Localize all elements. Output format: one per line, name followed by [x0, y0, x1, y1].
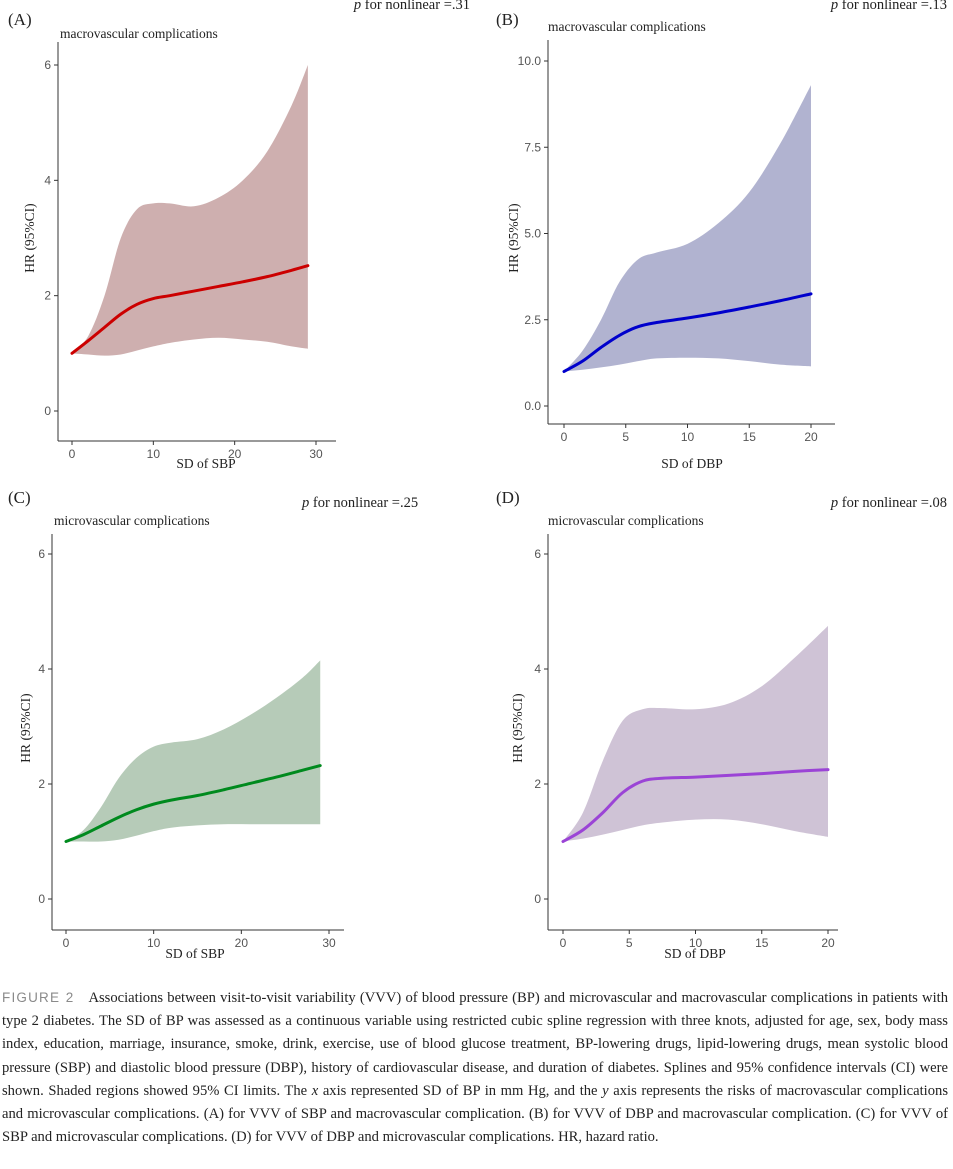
x-axis-title: SD of SBP	[165, 946, 224, 961]
p-value-text: for nonlinear =.13	[841, 0, 947, 13]
confidence-band	[72, 65, 308, 356]
panel-letter: (B)	[496, 10, 519, 29]
y-tick-label: 4	[38, 662, 45, 676]
p-value-text: for nonlinear =.25	[312, 495, 419, 511]
y-axis-title: HR (95%CI)	[22, 203, 37, 272]
hr-line	[561, 768, 830, 843]
x-axis-title: SD of DBP	[664, 946, 726, 961]
confidence-band	[563, 625, 828, 842]
x-tick-label: 0	[69, 447, 76, 461]
y-tick-label: 0.0	[524, 399, 541, 413]
x-tick-label: 15	[743, 430, 757, 444]
nonlinear-p-value: p for nonlinear =.08	[831, 495, 947, 512]
figure-caption: FIGURE 2 Associations between visit-to-vi…	[2, 986, 948, 1149]
caption-text-3: axis represents the risks of macrovascul…	[2, 1082, 948, 1146]
nonlinear-p-value: p for nonlinear =.25	[302, 495, 418, 512]
p-symbol: p	[830, 495, 839, 511]
x-axis-title: SD of DBP	[661, 456, 723, 471]
y-tick-label: 6	[44, 58, 51, 72]
x-tick-label: 30	[309, 447, 323, 461]
chart-subtitle: microvascular complications	[548, 513, 704, 528]
y-tick-label: 2	[44, 289, 51, 303]
x-tick-label: 0	[561, 430, 568, 444]
hr-line	[562, 292, 813, 373]
x-tick-label: 5	[626, 936, 633, 950]
panel-d: (D) microvascular complications p for no…	[476, 486, 953, 964]
x-tick-label: 20	[235, 936, 249, 950]
caption-text-2: axis represented SD of BP in mm Hg, and …	[322, 1082, 598, 1099]
x-axis-title: SD of SBP	[176, 456, 235, 471]
hr-line	[70, 264, 310, 355]
confidence-band	[66, 660, 321, 842]
panel-c: (C) microvascular complications p for no…	[0, 486, 476, 964]
chart-subtitle: microvascular complications	[54, 513, 210, 528]
x-tick-label: 0	[560, 936, 567, 950]
chart-subtitle: macrovascular complications	[60, 26, 218, 41]
y-tick-label: 2	[38, 777, 45, 791]
x-tick-label: 30	[322, 936, 336, 950]
panel-letter: (D)	[496, 488, 520, 507]
x-tick-label: 20	[821, 936, 835, 950]
y-axis-title: HR (95%CI)	[18, 693, 33, 762]
x-tick-label: 10	[147, 936, 161, 950]
y-tick-label: 2.5	[524, 313, 541, 327]
y-tick-label: 6	[534, 547, 541, 561]
x-tick-label: 10	[681, 430, 695, 444]
x-tick-label: 15	[755, 936, 769, 950]
caption-text-1: Associations between visit-to-visit vari…	[2, 990, 948, 1099]
y-tick-label: 6	[38, 547, 45, 561]
y-axis-title: HR (95%CI)	[506, 203, 521, 272]
y-tick-label: 7.5	[524, 140, 541, 154]
p-value-text: for nonlinear =.31	[364, 0, 470, 13]
x-tick-label: 20	[228, 447, 242, 461]
y-tick-label: 2	[534, 777, 541, 791]
x-tick-label: 10	[689, 936, 703, 950]
p-value-text: for nonlinear =.08	[841, 495, 947, 511]
y-tick-label: 10.0	[518, 54, 542, 68]
p-symbol: p	[830, 0, 839, 13]
nonlinear-p-value: p for nonlinear =.13	[831, 0, 947, 14]
y-tick-label: 4	[534, 662, 541, 676]
x-tick-label: 20	[804, 430, 818, 444]
chart-svg: 0 2 4 6 0 5 10 15 20 SD of DBP HR (95%CI)	[510, 534, 838, 961]
chart-subtitle: macrovascular complications	[548, 19, 706, 34]
p-symbol: p	[302, 495, 310, 511]
x-tick-label: 0	[63, 936, 70, 950]
y-tick-label: 4	[44, 173, 51, 187]
hr-line	[64, 764, 322, 843]
confidence-band	[564, 85, 811, 372]
p-symbol: p	[353, 0, 362, 13]
chart-svg: 0 2 4 6 0 10 20 30 SD of SBP HR (95%CI)	[18, 534, 344, 961]
panel-a: (A) macrovascular complications p for no…	[0, 0, 476, 480]
y-tick-label: 0	[44, 404, 51, 418]
panel-letter: (C)	[8, 488, 31, 507]
x-tick-label: 10	[147, 447, 161, 461]
y-tick-label: 5.0	[524, 227, 541, 241]
panel-b: (B) macrovascular complications p for no…	[476, 0, 953, 480]
chart-svg: 0.0 2.5 5.0 7.5 10.0 0 5 10 15 20 SD of DBP HR (95%…	[506, 40, 835, 471]
figure-label: FIGURE 2	[2, 990, 75, 1005]
y-tick-label: 0	[534, 892, 541, 906]
nonlinear-p-value: p for nonlinear =.31	[354, 0, 470, 14]
panel-letter: (A)	[8, 10, 32, 29]
caption-x-italic: x	[311, 1082, 319, 1099]
x-tick-label: 5	[622, 430, 629, 444]
y-tick-label: 0	[38, 892, 45, 906]
y-axis-title: HR (95%CI)	[510, 693, 525, 762]
chart-svg: 0 2 4 6 0 10 20 30 SD of SBP HR (95%CI)	[22, 42, 336, 471]
caption-y-italic: y	[602, 1082, 609, 1099]
